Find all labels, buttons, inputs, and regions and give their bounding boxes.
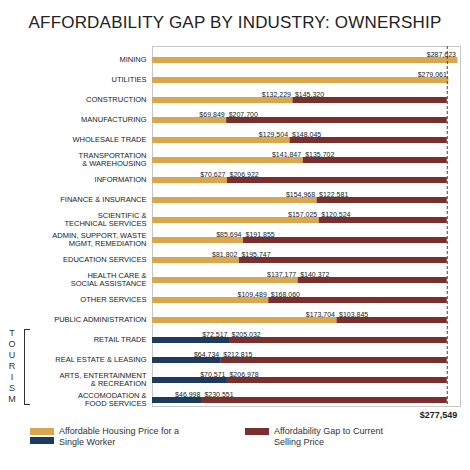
svg-text:$145,320: $145,320 <box>295 91 324 98</box>
svg-text:OTHER SERVICES: OTHER SERVICES <box>80 295 146 304</box>
svg-text:UTILITIES: UTILITIES <box>111 75 146 84</box>
svg-text:PUBLIC ADMINISTRATION: PUBLIC ADMINISTRATION <box>54 315 146 324</box>
svg-text:$129,504: $129,504 <box>259 131 288 138</box>
svg-text:CONSTRUCTION: CONSTRUCTION <box>86 95 146 104</box>
html-text:Affordable Housing Price for a: Affordable Housing Price for a Single Wo… <box>59 426 179 447</box>
html-text:Affordability Gap to Current S: Affordability Gap to Current Selling Pri… <box>274 426 383 447</box>
svg-text:$72,517: $72,517 <box>202 331 227 338</box>
svg-text:ARTS, ENTERTAINMENT& RECREATIO: ARTS, ENTERTAINMENT& RECREATION <box>59 371 147 388</box>
svg-text:$137,177: $137,177 <box>267 271 296 278</box>
svg-text:$81,802: $81,802 <box>212 251 237 258</box>
svg-text:$157,025: $157,025 <box>288 211 317 218</box>
svg-text:$64,734: $64,734 <box>194 351 219 358</box>
svg-text:$109,489: $109,489 <box>238 291 267 298</box>
html-text:T O U R I S M: T O U R I S M <box>8 327 16 404</box>
svg-text:SCIENTIFIC &TECHNICAL SERVICES: SCIENTIFIC &TECHNICAL SERVICES <box>64 211 146 228</box>
svg-text:$135,702: $135,702 <box>305 151 334 158</box>
svg-text:$70,627: $70,627 <box>200 171 225 178</box>
svg-text:ACCOMODATION &FOOD SERVICES: ACCOMODATION &FOOD SERVICES <box>78 391 147 408</box>
svg-text:$70,571: $70,571 <box>200 371 225 378</box>
svg-text:$207,700: $207,700 <box>229 111 258 118</box>
svg-text:$205,032: $205,032 <box>232 331 261 338</box>
svg-text:$69,849: $69,849 <box>199 111 224 118</box>
svg-text:$168,060: $168,060 <box>271 291 300 298</box>
svg-text:$206,978: $206,978 <box>229 371 258 378</box>
svg-text:$120,524: $120,524 <box>321 211 350 218</box>
svg-text:$230,551: $230,551 <box>204 391 233 398</box>
svg-text:FINANCE & INSURANCE: FINANCE & INSURANCE <box>60 195 146 204</box>
svg-text:EDUCATION SERVICES: EDUCATION SERVICES <box>63 255 147 264</box>
svg-text:$122,581: $122,581 <box>319 191 348 198</box>
html-text:AFFORDABILITY GAP BY INDUSTRY:: AFFORDABILITY GAP BY INDUSTRY: OWNERSHIP <box>28 13 442 32</box>
svg-text:HEALTH CARE &SOCIAL ASSISTANCE: HEALTH CARE &SOCIAL ASSISTANCE <box>71 271 147 288</box>
svg-text:$141,847: $141,847 <box>272 151 301 158</box>
svg-text:$287,623: $287,623 <box>427 51 456 58</box>
svg-text:$140,372: $140,372 <box>300 271 329 278</box>
svg-text:$85,694: $85,694 <box>216 231 241 238</box>
svg-text:$195,747: $195,747 <box>241 251 270 258</box>
svg-text:$154,968: $154,968 <box>286 191 315 198</box>
svg-text:$46,998: $46,998 <box>175 391 200 398</box>
svg-text:$191,855: $191,855 <box>246 231 275 238</box>
svg-text:$132,229: $132,229 <box>262 91 291 98</box>
svg-text:MANUFACTURING: MANUFACTURING <box>81 115 147 124</box>
svg-text:TRANSPORTATION& WAREHOUSING: TRANSPORTATION& WAREHOUSING <box>79 151 147 168</box>
svg-text:REAL ESTATE & LEASING: REAL ESTATE & LEASING <box>55 355 146 364</box>
svg-text:$103,845: $103,845 <box>339 311 368 318</box>
svg-text:$277,549: $277,549 <box>420 410 458 420</box>
svg-text:$206,922: $206,922 <box>230 171 259 178</box>
svg-text:MINING: MINING <box>119 55 146 64</box>
svg-text:RETAIL TRADE: RETAIL TRADE <box>94 335 147 344</box>
svg-text:INFORMATION: INFORMATION <box>95 175 147 184</box>
svg-text:$173,704: $173,704 <box>306 311 335 318</box>
svg-text:WHOLESALE TRADE: WHOLESALE TRADE <box>72 135 146 144</box>
svg-text:$212,815: $212,815 <box>223 351 252 358</box>
svg-text:$279,061: $279,061 <box>418 71 447 78</box>
svg-text:ADMIN, SUPPORT, WASTEMGMT, REM: ADMIN, SUPPORT, WASTEMGMT, REMEDIATION <box>52 231 146 248</box>
svg-text:$148,045: $148,045 <box>292 131 321 138</box>
